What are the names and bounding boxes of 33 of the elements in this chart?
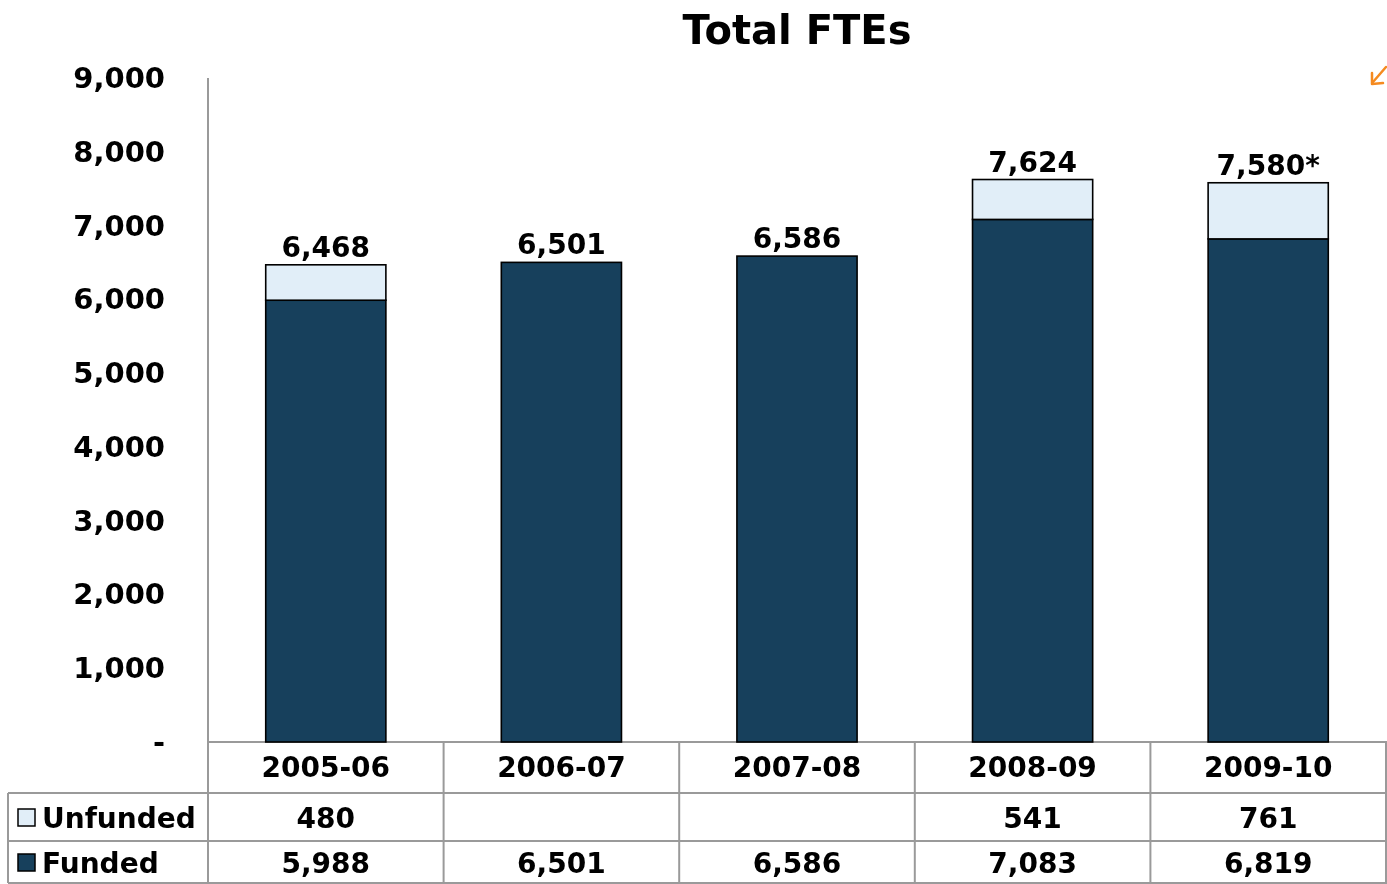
data-label: 6,586: [752, 846, 842, 880]
x-tick-label: 2005-06: [261, 751, 391, 784]
y-tick-label: 4,000: [73, 429, 165, 464]
data-label: 7,083: [988, 846, 1077, 880]
y-tick-label: 8,000: [73, 134, 165, 169]
y-tick-label: 1,000: [73, 651, 165, 686]
total-label: 7,624: [988, 145, 1077, 179]
y-tick-label: 2,000: [73, 577, 165, 612]
data-label: 541: [1003, 801, 1062, 835]
x-tick-label: 2009-10: [1203, 751, 1333, 784]
legend-label: Funded: [42, 846, 159, 880]
data-label: 6,819: [1223, 846, 1313, 880]
bar: [736, 255, 858, 743]
x-tick-label: 2008-09: [968, 751, 1097, 784]
total-label: 7,580*: [1216, 148, 1321, 182]
y-tick-label: 3,000: [73, 503, 165, 538]
y-tick-label: 9,000: [73, 61, 165, 95]
y-tick-label: -: [152, 725, 165, 759]
chart-title: Total FTEs: [682, 7, 912, 53]
y-tick-label: 5,000: [73, 356, 165, 391]
data-label: 761: [1238, 801, 1298, 835]
bar: [500, 261, 623, 743]
data-label: 5,988: [281, 846, 371, 880]
x-tick-label: 2007-08: [732, 751, 862, 784]
total-label: 6,468: [281, 230, 371, 264]
data-label: 480: [296, 801, 356, 835]
legend-label: Unfunded: [42, 801, 196, 835]
total-label: 6,501: [517, 228, 606, 262]
x-tick-label: 2006-07: [497, 751, 626, 784]
data-label: 6,501: [517, 846, 606, 880]
y-tick-label: 7,000: [73, 208, 165, 243]
y-tick-label: 6,000: [73, 282, 165, 317]
total-label: 6,586: [752, 222, 842, 256]
